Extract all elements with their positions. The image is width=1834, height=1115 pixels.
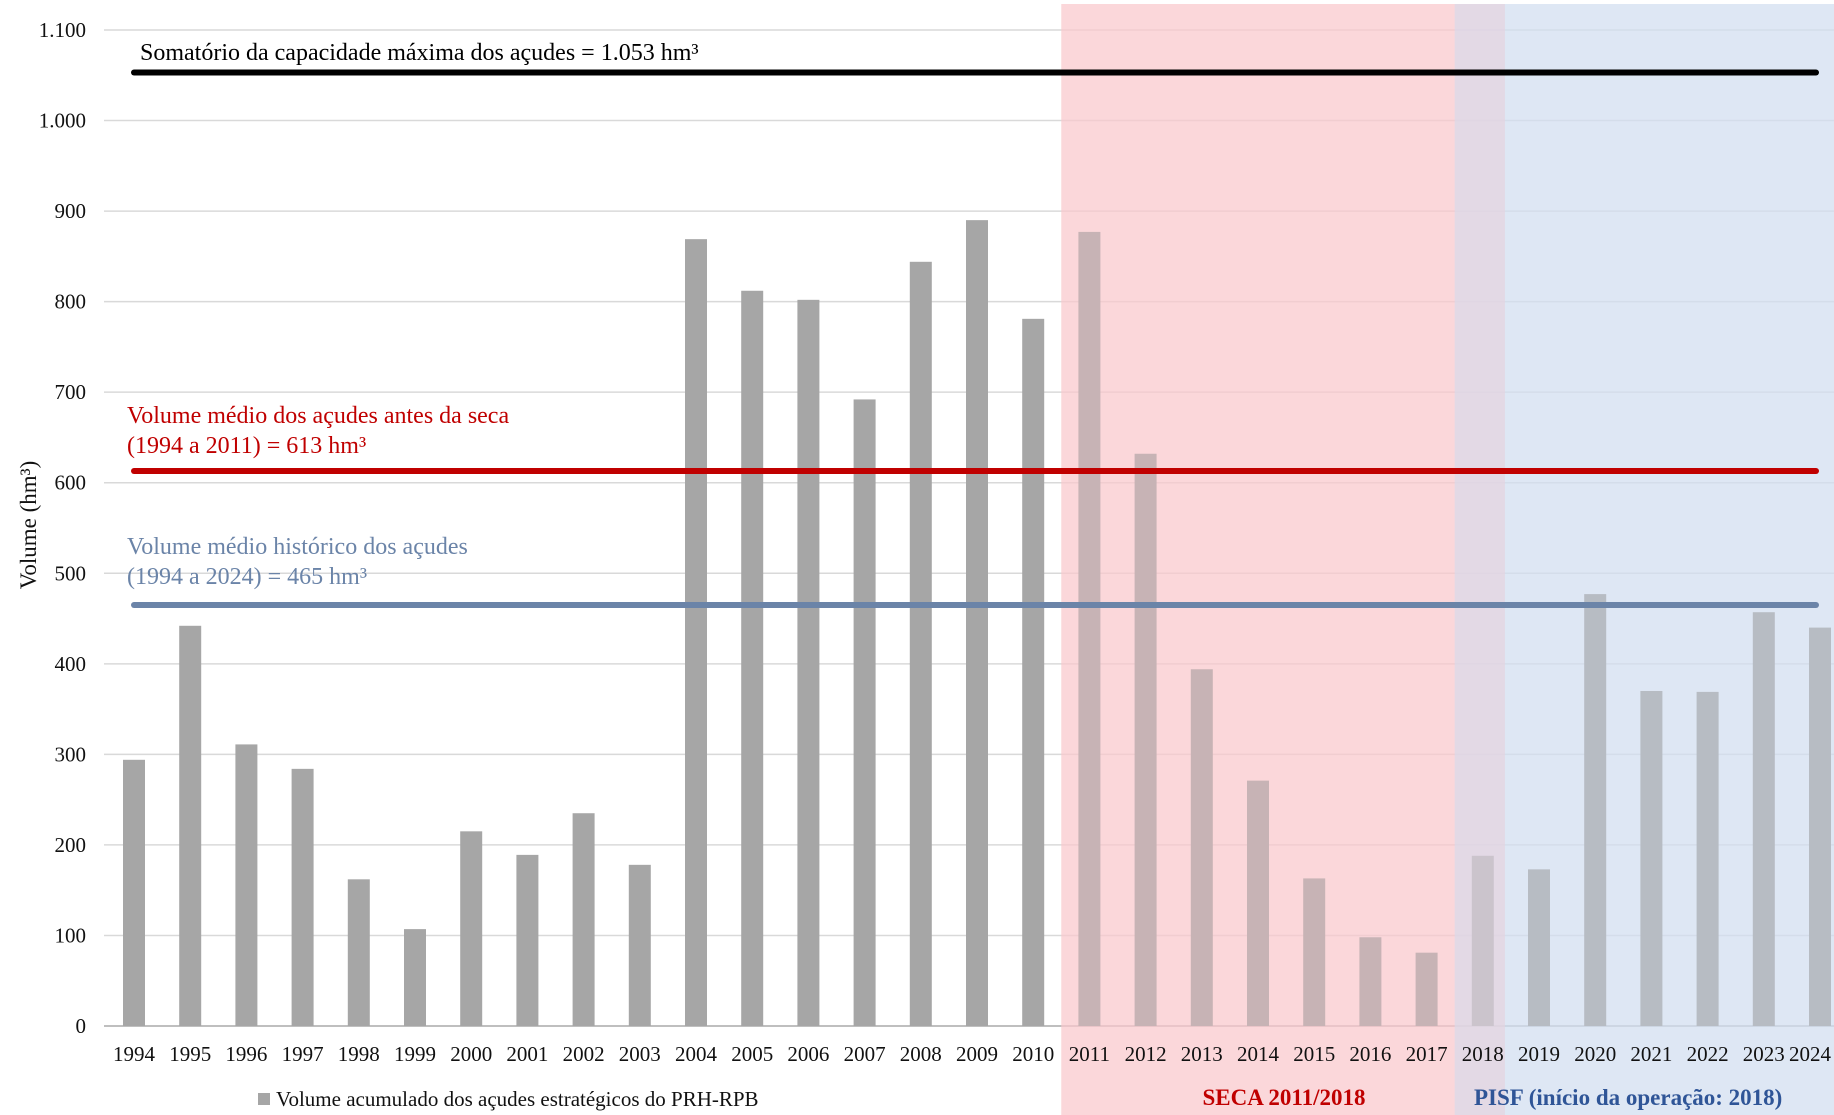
x-tick-label: 1996 (225, 1042, 267, 1066)
legend-swatch (258, 1093, 270, 1105)
y-tick-label: 0 (76, 1014, 87, 1038)
y-tick-label: 100 (55, 923, 87, 947)
bar (1359, 937, 1382, 1026)
x-tick-label: 1999 (394, 1042, 436, 1066)
historic-mean-label-line2: (1994 a 2024) = 465 hm³ (127, 564, 367, 590)
x-tick-label: 2021 (1630, 1042, 1672, 1066)
x-tick-label: 2009 (956, 1042, 998, 1066)
bar (1415, 952, 1438, 1026)
x-tick-label: 2022 (1687, 1042, 1729, 1066)
bar (460, 831, 483, 1026)
bar (1528, 869, 1550, 1026)
x-tick-label: 2019 (1518, 1042, 1560, 1066)
pisf-period-label: PISF (início da operação: 2018) (1474, 1085, 1782, 1110)
y-tick-label: 300 (55, 742, 87, 766)
bar (853, 399, 876, 1027)
x-tick-label: 2015 (1293, 1042, 1335, 1066)
y-axis-label: Volume (hm³) (16, 461, 41, 590)
x-tick-label: 2004 (675, 1042, 718, 1066)
y-tick-label: 900 (55, 199, 87, 223)
historic-mean-label-line1: Volume médio histórico dos açudes (127, 534, 468, 560)
legend-label: Volume acumulado dos açudes estratégicos… (276, 1087, 759, 1111)
bar (179, 625, 202, 1026)
x-tick-label: 2011 (1069, 1042, 1110, 1066)
pre-drought-mean-label-line2: (1994 a 2011) = 613 hm³ (127, 433, 366, 459)
x-tick-label: 2016 (1349, 1042, 1391, 1066)
y-tick-label: 400 (55, 652, 87, 676)
x-tick-label: 2018 (1462, 1042, 1504, 1066)
y-tick-label: 200 (55, 833, 87, 857)
x-tick-label: 1998 (338, 1042, 380, 1066)
pre-drought-mean-label-line1: Volume médio dos açudes antes da seca (127, 403, 509, 429)
x-tick-label: 2003 (619, 1042, 661, 1066)
y-tick-label: 800 (55, 290, 87, 314)
x-tick-label: 2008 (900, 1042, 942, 1066)
bar (909, 261, 932, 1026)
x-tick-label: 2014 (1237, 1042, 1280, 1066)
bar (404, 929, 426, 1026)
bar (685, 239, 707, 1026)
x-tick-label: 2013 (1181, 1042, 1223, 1066)
capacity-line-label: Somatório da capacidade máxima dos açude… (140, 40, 699, 66)
drought-period-label: SECA 2011/2018 (1203, 1085, 1366, 1110)
x-tick-label: 2012 (1125, 1042, 1167, 1066)
bar (235, 744, 258, 1026)
y-tick-label: 1.000 (39, 109, 86, 133)
bar (1303, 878, 1326, 1026)
y-tick-label: 1.100 (39, 18, 86, 42)
x-tick-label: 2000 (450, 1042, 492, 1066)
bar (1696, 691, 1719, 1026)
x-tick-label: 2010 (1012, 1042, 1054, 1066)
reference-lines (131, 69, 1819, 608)
bar (1640, 690, 1663, 1026)
bar (1809, 627, 1831, 1026)
pisf-tint (1454, 4, 1834, 1115)
bar (347, 879, 370, 1026)
x-tick-label: 2024 (1789, 1042, 1832, 1066)
bar (1752, 612, 1775, 1026)
bar (966, 220, 988, 1027)
bar (1471, 855, 1494, 1026)
y-tick-label: 500 (55, 561, 87, 585)
x-tick-label: 2020 (1574, 1042, 1616, 1066)
x-axis-ticks: 1994 1995 1996 1997 1998 1999 2000 2001 2002 2003… (113, 1042, 1832, 1066)
y-axis-ticks: 0 100 200 300 400 500 600 700 800 900 1.000 1.100 (39, 18, 86, 1038)
x-tick-label: 2001 (506, 1042, 548, 1066)
bar (628, 864, 651, 1026)
bar (741, 290, 764, 1027)
bar (572, 813, 595, 1026)
bar (1022, 318, 1045, 1027)
bars (123, 220, 1831, 1027)
bar (1584, 594, 1607, 1026)
bar (1078, 231, 1101, 1026)
drought-tint (1061, 4, 1505, 1115)
x-tick-label: 2006 (787, 1042, 829, 1066)
x-tick-label: 2023 (1743, 1042, 1785, 1066)
bar (516, 854, 539, 1026)
period-overlays (1061, 4, 1834, 1115)
x-tick-label: 1995 (169, 1042, 211, 1066)
x-tick-label: 2005 (731, 1042, 773, 1066)
y-tick-label: 700 (55, 380, 87, 404)
x-tick-label: 1994 (113, 1042, 156, 1066)
x-tick-label: 2017 (1406, 1042, 1448, 1066)
x-tick-label: 1997 (282, 1042, 324, 1066)
bar (1190, 669, 1213, 1026)
bar (797, 299, 820, 1026)
x-tick-label: 2002 (563, 1042, 605, 1066)
bar (1247, 780, 1269, 1026)
bar (291, 768, 314, 1026)
y-tick-label: 600 (55, 471, 87, 495)
bar (123, 759, 145, 1026)
x-tick-label: 2007 (844, 1042, 886, 1066)
bar (1134, 453, 1157, 1027)
